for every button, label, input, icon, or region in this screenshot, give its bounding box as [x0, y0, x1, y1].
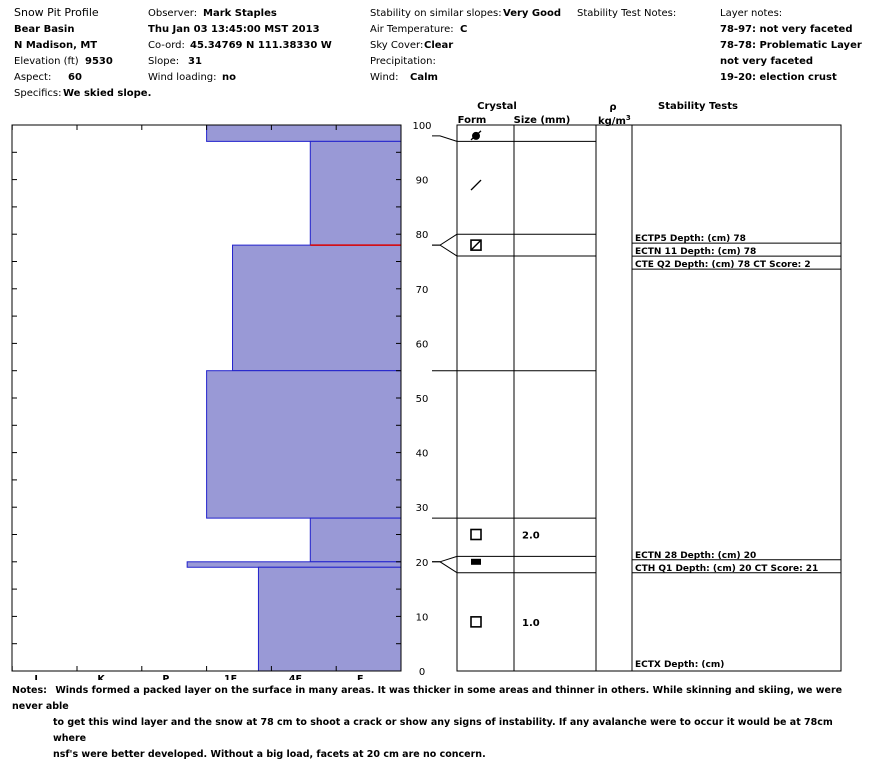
- hardness-tick-label: K: [97, 674, 105, 680]
- sky-cover-label: Sky Cover:: [370, 40, 424, 51]
- location-name: Bear Basin: [14, 24, 75, 35]
- precipitation-label: Precipitation:: [370, 56, 436, 67]
- rho-header: ρ: [609, 102, 616, 113]
- y-tick-label: 100: [412, 121, 431, 132]
- layer-connector: [432, 555, 458, 563]
- sky-cover-value: Clear: [424, 40, 454, 51]
- stability-notes-label: Stability Test Notes:: [577, 8, 677, 19]
- faceted-icon: [470, 528, 482, 541]
- layer-connector: [432, 233, 458, 246]
- notes-line-2: to get this wind layer and the snow at 7…: [53, 717, 833, 744]
- elevation-label: Elevation (ft): [14, 56, 79, 67]
- layer-connector: [432, 244, 458, 257]
- stability-tests-header: Stability Tests: [658, 101, 738, 112]
- air-temp-value: C: [460, 24, 468, 35]
- slope-label: Slope:: [148, 56, 180, 67]
- y-tick-label: 10: [416, 612, 429, 623]
- air-temp-label: Air Temperature:: [370, 24, 454, 35]
- form-header: Form: [458, 115, 487, 126]
- hardness-tick-label: P: [162, 674, 169, 680]
- stability-test-entry: CTE Q2 Depth: (cm) 78 CT Score: 2: [635, 260, 811, 270]
- observer-label: Observer:: [148, 8, 198, 19]
- faceted-icon: [470, 616, 482, 628]
- hardness-tick-label: F: [357, 674, 364, 680]
- notes-section: Notes: Winds formed a packed layer on th…: [12, 683, 862, 763]
- hardness-tick-label: I: [34, 674, 38, 680]
- stability-test-entry: ECTP5 Depth: (cm) 78: [635, 234, 746, 244]
- y-tick-label: 30: [416, 503, 429, 514]
- size-header: Size (mm): [514, 115, 571, 126]
- wind-loading-label: Wind loading:: [148, 72, 217, 83]
- stability-test-entry: ECTN 28 Depth: (cm) 20: [635, 551, 756, 561]
- wind-value: Calm: [410, 72, 438, 83]
- notes-line-1: Winds formed a packed layer on the surfa…: [12, 685, 843, 712]
- hardness-bar: [309, 140, 402, 246]
- region-name: N Madison, MT: [14, 40, 98, 51]
- wind-label: Wind:: [370, 72, 399, 83]
- observer-value: Mark Staples: [203, 8, 277, 19]
- hardness-tick-label: 1F: [224, 674, 237, 680]
- wind-loading-value: no: [222, 72, 236, 83]
- coord-value: 45.34769 N 111.38330 W: [190, 40, 332, 51]
- aspect-value: 60: [68, 72, 82, 83]
- hardness-bar: [206, 124, 402, 142]
- hardness-bar: [257, 566, 402, 672]
- slope-value: 31: [188, 56, 202, 67]
- specifics-value: We skied slope.: [63, 88, 152, 99]
- stability-table-frame: [631, 124, 842, 672]
- hardness-bar: [309, 517, 402, 563]
- melt-freeze-crust-icon: [471, 558, 481, 565]
- layer-note: 78-78: Problematic Layer: [720, 40, 862, 51]
- layer-note: 19-20: election crust: [720, 72, 837, 83]
- y-tick-label: 20: [416, 558, 429, 569]
- elevation-value: 9530: [85, 56, 113, 67]
- hardness-bar: [186, 561, 402, 568]
- notes-label: Notes:: [12, 685, 47, 696]
- layer-note: not very faceted: [720, 56, 814, 67]
- stability-test-entry: ECTN 11 Depth: (cm) 78: [635, 247, 756, 257]
- observation-datetime: Thu Jan 03 13:45:00 MST 2013: [148, 24, 320, 35]
- specifics-label: Specifics:: [14, 88, 62, 99]
- y-tick-label: 50: [416, 394, 429, 405]
- y-tick-label: 0: [419, 667, 425, 678]
- y-tick-label: 60: [416, 339, 429, 350]
- profile-title: Snow Pit Profile: [14, 6, 99, 19]
- mixed-forms-icon: [470, 239, 482, 251]
- crystal-header: Crystal: [477, 101, 517, 112]
- layer-connector: [432, 561, 458, 574]
- snow-pit-chart: Crystal Form Size (mm) ρ kg/m3 Stability…: [11, 101, 842, 680]
- wind-packed-icon: [470, 130, 482, 141]
- notes-line-3: nsf's were better developed. Without a b…: [53, 749, 486, 760]
- stability-similar-label: Stability on similar slopes:: [370, 8, 502, 19]
- y-tick-label: 40: [416, 449, 429, 460]
- hardness-bar: [206, 370, 402, 519]
- layer-connector: [432, 135, 458, 142]
- layer-note: 78-97: not very faceted: [720, 24, 853, 35]
- stability-similar-value: Very Good: [503, 8, 562, 19]
- coord-label: Co-ord:: [148, 40, 185, 51]
- layer-notes-label: Layer notes:: [720, 8, 783, 19]
- crystal-size-value: 1.0: [522, 618, 540, 629]
- decomposing-icon: [470, 179, 482, 191]
- hardness-bar: [232, 244, 402, 372]
- mixed-forms-icon: [470, 239, 482, 251]
- stability-test-entry: ECTX Depth: (cm): [635, 660, 724, 670]
- y-tick-label: 80: [416, 230, 429, 241]
- density-unit-header: kg/m3: [598, 114, 631, 127]
- aspect-label: Aspect:: [14, 72, 52, 83]
- stability-test-entry: CTH Q1 Depth: (cm) 20 CT Score: 21: [635, 564, 818, 574]
- y-tick-label: 90: [416, 176, 429, 187]
- crystal-table-frame: [456, 124, 633, 672]
- hardness-tick-label: 4F: [289, 674, 302, 680]
- crystal-size-value: 2.0: [522, 531, 540, 542]
- y-tick-label: 70: [416, 285, 429, 296]
